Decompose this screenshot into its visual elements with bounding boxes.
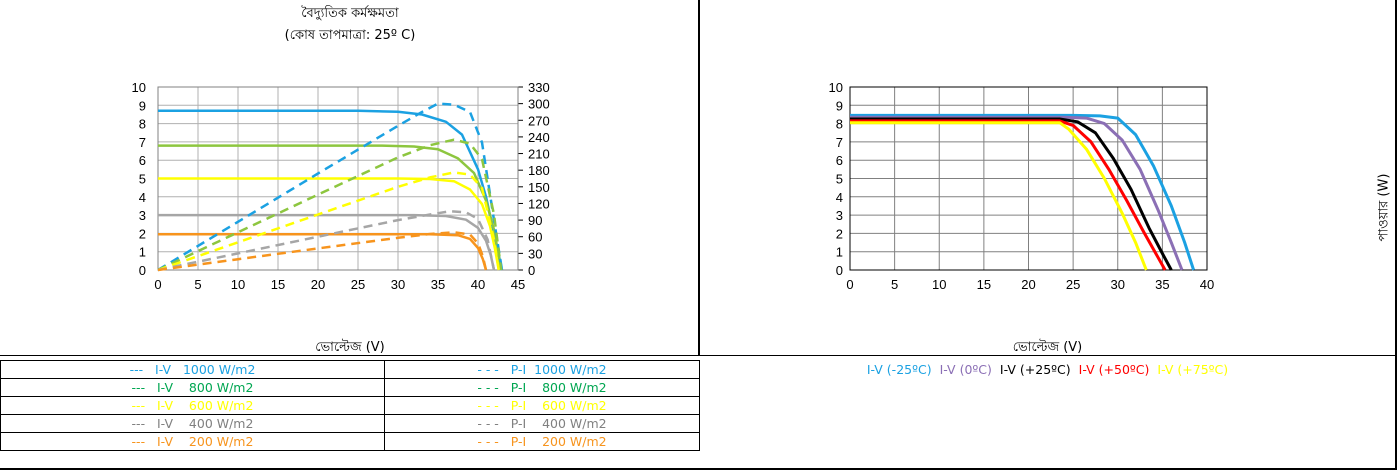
y-tick-label: 5 xyxy=(139,172,146,187)
legend-pi-entry: - - - P-I 600 W/m2 xyxy=(385,397,700,415)
y2-tick-label: 210 xyxy=(528,147,550,162)
legend-row: --- I-V 1000 W/m2- - - P-I 1000 W/m2 xyxy=(1,361,700,379)
series-line-7 xyxy=(158,172,499,270)
x-tick-label: 35 xyxy=(431,277,445,292)
legend-pi-entry: - - - P-I 800 W/m2 xyxy=(385,379,700,397)
x-tick-label: 40 xyxy=(471,277,485,292)
x-tick-label: 45 xyxy=(511,277,525,292)
temperature-legend: I-V (-25ºC) I-V (0ºC) I-V (+25ºC) I-V (+50º… xyxy=(700,362,1395,377)
y2-tick-label: 60 xyxy=(528,230,542,245)
y2-tick-label: 0 xyxy=(528,263,535,278)
legend-iv-entry: --- I-V 200 W/m2 xyxy=(1,433,385,451)
legend-iv-entry: --- I-V 400 W/m2 xyxy=(1,415,385,433)
x-tick-label: 5 xyxy=(891,277,898,292)
series-line-5 xyxy=(158,104,502,270)
legend-pi-entry: - - - P-I 400 W/m2 xyxy=(385,415,700,433)
x-tick-label: 0 xyxy=(154,277,161,292)
temp-legend-item: I-V (+50ºC) xyxy=(1079,362,1150,377)
y-tick-label: 7 xyxy=(139,135,146,150)
y-tick-label: 8 xyxy=(836,117,843,132)
temp-legend-item: I-V (-25ºC) xyxy=(867,362,932,377)
x-tick-label: 0 xyxy=(846,277,853,292)
legend-iv-entry: --- I-V 1000 W/m2 xyxy=(1,361,385,379)
x-tick-label: 15 xyxy=(977,277,991,292)
irradiance-legend-table: --- I-V 1000 W/m2- - - P-I 1000 W/m2 --- … xyxy=(0,360,700,451)
y-tick-label: 6 xyxy=(836,153,843,168)
y-tick-label: 5 xyxy=(836,172,843,187)
series-line-3 xyxy=(158,215,494,270)
y-tick-label: 9 xyxy=(139,98,146,113)
x-tick-label: 25 xyxy=(1066,277,1080,292)
y-tick-label: 3 xyxy=(836,208,843,223)
x-tick-label: 20 xyxy=(1021,277,1035,292)
right-chart: 0 1 2 3 4 5 6 7 8 9 10 0 5 10 15 20 25 30 35 40 xyxy=(700,0,1395,330)
legend-iv-entry: --- I-V 800 W/m2 xyxy=(1,379,385,397)
x-tick-label: 30 xyxy=(391,277,405,292)
right-y2-axis-label: পাওয়ার (W) xyxy=(1375,168,1396,248)
y-tick-label: 1 xyxy=(139,245,146,260)
y-tick-label: 1 xyxy=(836,245,843,260)
series-line-0 xyxy=(850,115,1194,270)
series-line-2 xyxy=(158,179,499,271)
temp-legend-item: I-V (+75ºC) xyxy=(1157,362,1228,377)
y-tick-label: 0 xyxy=(836,263,843,278)
y-tick-label: 4 xyxy=(836,190,843,205)
y2-tick-label: 120 xyxy=(528,196,550,211)
x-tick-label: 15 xyxy=(271,277,285,292)
x-tick-label: 10 xyxy=(231,277,245,292)
y-tick-label: 8 xyxy=(139,117,146,132)
y-tick-label: 3 xyxy=(139,208,146,223)
y-tick-label: 2 xyxy=(836,226,843,241)
x-tick-label: 30 xyxy=(1111,277,1125,292)
y-tick-label: 0 xyxy=(139,263,146,278)
series-line-6 xyxy=(158,140,501,270)
y-tick-label: 10 xyxy=(132,80,146,95)
y2-tick-label: 240 xyxy=(528,130,550,145)
temp-legend-item: I-V (0ºC) xyxy=(940,362,992,377)
legend-row: --- I-V 800 W/m2- - - P-I 800 W/m2 xyxy=(1,379,700,397)
legend-row: --- I-V 600 W/m2- - - P-I 600 W/m2 xyxy=(1,397,700,415)
y-tick-label: 7 xyxy=(836,135,843,150)
legend-pi-entry: - - - P-I 1000 W/m2 xyxy=(385,361,700,379)
y2-tick-label: 300 xyxy=(528,97,550,112)
y-tick-label: 2 xyxy=(139,226,146,241)
y2-tick-label: 330 xyxy=(528,80,550,95)
y2-tick-label: 30 xyxy=(528,246,542,261)
legend-row: --- I-V 400 W/m2- - - P-I 400 W/m2 xyxy=(1,415,700,433)
x-tick-label: 5 xyxy=(194,277,201,292)
x-tick-label: 40 xyxy=(1200,277,1214,292)
legend-iv-entry: --- I-V 600 W/m2 xyxy=(1,397,385,415)
x-tick-label: 20 xyxy=(311,277,325,292)
x-tick-label: 10 xyxy=(932,277,946,292)
x-tick-label: 25 xyxy=(351,277,365,292)
y2-tick-label: 90 xyxy=(528,213,542,228)
outer-border-bottom xyxy=(0,468,1397,470)
x-tick-label: 35 xyxy=(1155,277,1169,292)
y-tick-label: 6 xyxy=(139,153,146,168)
legend-row: --- I-V 200 W/m2- - - P-I 200 W/m2 xyxy=(1,433,700,451)
y2-tick-label: 270 xyxy=(528,113,550,128)
y-tick-label: 4 xyxy=(139,190,146,205)
series-line-8 xyxy=(158,211,494,270)
y2-tick-label: 180 xyxy=(528,163,550,178)
y-tick-label: 9 xyxy=(836,98,843,113)
left-x-axis-label: ভোল্টেজ (V) xyxy=(0,338,700,359)
right-x-axis-label: ভোল্টেজ (V) xyxy=(700,338,1395,359)
legend-pi-entry: - - - P-I 200 W/m2 xyxy=(385,433,700,451)
y2-tick-label: 150 xyxy=(528,180,550,195)
y-tick-label: 10 xyxy=(829,80,843,95)
temp-legend-item: I-V (+25ºC) xyxy=(1000,362,1071,377)
series-line-9 xyxy=(158,232,486,270)
